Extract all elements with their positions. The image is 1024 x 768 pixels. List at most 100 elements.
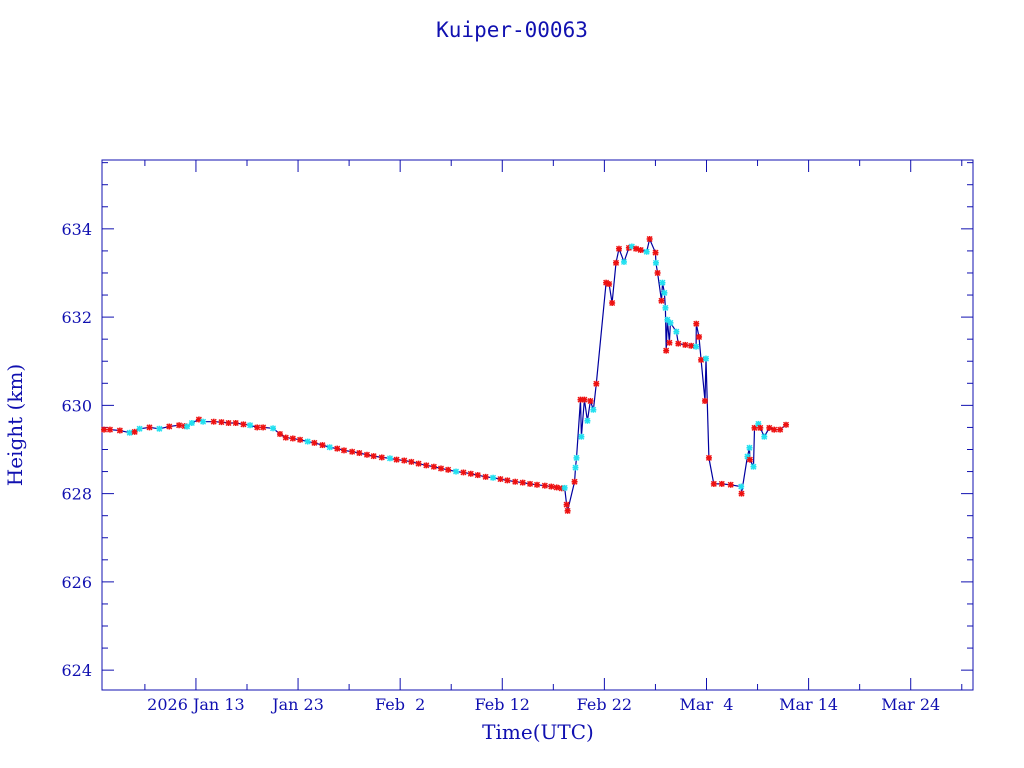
data-point-cyan (188, 420, 195, 427)
marker-stroke (240, 421, 247, 428)
marker-stroke (746, 444, 753, 451)
marker-stroke (609, 299, 616, 306)
data-point-cyan (578, 433, 585, 440)
marker-stroke (408, 458, 415, 465)
data-point-cyan (750, 463, 757, 470)
marker-stroke (744, 453, 751, 460)
data-point-red (746, 456, 753, 463)
marker-stroke (663, 347, 670, 354)
data-point-red (666, 339, 673, 346)
marker-stroke (260, 424, 267, 431)
data-point-red (615, 245, 622, 252)
data-point-red (581, 396, 588, 403)
marker-stroke (386, 455, 393, 462)
data-point-cyan (572, 464, 579, 471)
data-point-red (693, 320, 700, 327)
marker-stroke (718, 480, 725, 487)
data-point-red (766, 424, 773, 431)
data-point-red (757, 424, 764, 431)
data-point-cyan (659, 279, 666, 286)
marker-stroke (401, 457, 408, 464)
marker-stroke (116, 427, 123, 434)
data-point-red (587, 397, 594, 404)
x-tick-label: 2026 Jan 13 (147, 695, 245, 714)
data-point-red (688, 342, 695, 349)
data-point-cyan (744, 453, 751, 460)
marker-stroke (311, 439, 318, 446)
data-point-red (663, 347, 670, 354)
data-point-cyan (156, 425, 163, 432)
data-point-cyan (561, 484, 568, 491)
marker-stroke (654, 269, 661, 276)
data-point-red (633, 245, 640, 252)
x-tick-label: Feb 12 (475, 695, 530, 714)
marker-stroke (218, 419, 225, 426)
marker-stroke (578, 433, 585, 440)
data-point-red (225, 420, 232, 427)
data-point-cyan (673, 328, 680, 335)
marker-stroke (620, 258, 627, 265)
marker-stroke (356, 450, 363, 457)
marker-stroke (561, 484, 568, 491)
data-point-cyan (738, 483, 745, 490)
marker-stroke (423, 462, 430, 469)
marker-stroke (393, 456, 400, 463)
marker-stroke (682, 341, 689, 348)
marker-stroke (349, 448, 356, 455)
marker-stroke (334, 445, 341, 452)
data-point-cyan (386, 455, 393, 462)
marker-stroke (548, 483, 555, 490)
marker-stroke (378, 454, 385, 461)
data-point-cyan (746, 444, 753, 451)
data-point-red (553, 484, 560, 491)
marker-stroke (563, 501, 570, 508)
data-point-red (698, 356, 705, 363)
marker-stroke (646, 235, 653, 242)
y-tick-label: 632 (61, 308, 92, 327)
marker-stroke (341, 447, 347, 454)
data-point-red (738, 490, 745, 497)
marker-stroke (777, 426, 784, 433)
marker-stroke (438, 465, 445, 472)
data-point-red (606, 281, 613, 288)
marker-stroke (593, 380, 600, 387)
marker-stroke (247, 422, 254, 429)
marker-stroke (590, 406, 597, 413)
marker-stroke (757, 424, 764, 431)
y-tick-label: 626 (61, 573, 92, 592)
data-point-red (564, 507, 571, 514)
data-point-red (718, 480, 725, 487)
data-point-red (401, 457, 408, 464)
marker-stroke (527, 480, 534, 487)
y-tick-label: 624 (61, 661, 92, 680)
marker-stroke (276, 431, 283, 438)
data-point-red (341, 447, 348, 454)
marker-stroke (710, 480, 717, 487)
marker-stroke (652, 259, 659, 266)
marker-stroke (146, 424, 153, 431)
marker-stroke (512, 478, 519, 485)
marker-stroke (254, 424, 261, 431)
data-point-red (519, 479, 526, 486)
marker-stroke (467, 470, 474, 477)
marker-stroke (304, 438, 311, 445)
marker-stroke (289, 435, 296, 442)
marker-stroke (637, 247, 644, 254)
chart-title: Kuiper-00063 (436, 18, 588, 42)
data-point-red (445, 466, 452, 473)
marker-stroke (482, 473, 489, 480)
data-point-cyan (667, 319, 674, 326)
marker-stroke (755, 420, 762, 427)
marker-stroke (533, 481, 540, 488)
data-point-cyan (620, 258, 627, 265)
data-point-red (682, 341, 689, 348)
x-tick-label: Feb 22 (577, 695, 632, 714)
marker-stroke (430, 463, 437, 470)
marker-stroke (282, 434, 289, 441)
marker-stroke (541, 482, 548, 489)
marker-stroke (232, 420, 239, 427)
data-point-cyan (693, 343, 700, 350)
data-point-red (370, 453, 377, 460)
data-point-red (613, 259, 620, 266)
